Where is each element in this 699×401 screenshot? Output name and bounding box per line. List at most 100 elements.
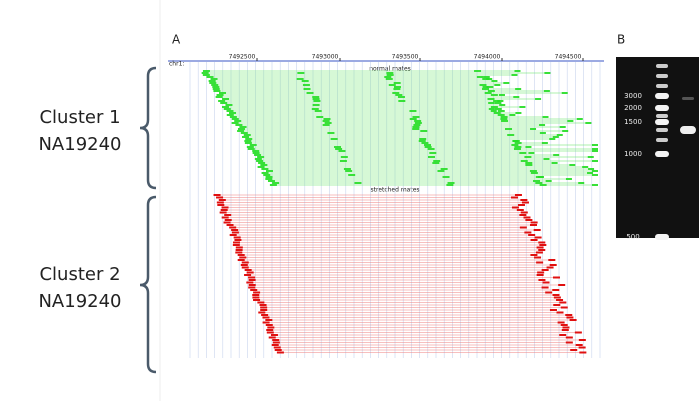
- read-end: [307, 92, 314, 94]
- read-end: [234, 239, 241, 241]
- read-end: [304, 88, 311, 90]
- read-end: [260, 304, 267, 306]
- read-end: [238, 254, 245, 256]
- read-end: [224, 108, 231, 110]
- read-end: [592, 170, 598, 172]
- read-end: [386, 78, 393, 80]
- read-end: [265, 178, 272, 180]
- read-end: [519, 106, 525, 108]
- read-end: [592, 184, 598, 186]
- read-end: [501, 120, 508, 122]
- read-end: [387, 74, 394, 76]
- read-end: [491, 110, 497, 112]
- tick-label: 7492500: [229, 54, 256, 61]
- tick-label: 7493000: [312, 54, 339, 61]
- read-end: [209, 80, 216, 82]
- read-end: [552, 162, 558, 164]
- read-end: [534, 229, 541, 231]
- read-end: [522, 202, 529, 204]
- read-end: [413, 124, 420, 126]
- read-end: [537, 274, 544, 276]
- read-end: [238, 259, 245, 261]
- read-end: [325, 122, 332, 124]
- read-end: [553, 294, 560, 296]
- tick-label: 7494000: [474, 54, 501, 61]
- read-end: [429, 152, 436, 154]
- read-end: [531, 239, 538, 241]
- read-end: [512, 207, 519, 209]
- read-end: [222, 207, 229, 209]
- read-end: [548, 259, 555, 261]
- read-end: [233, 244, 240, 246]
- read-end: [566, 342, 573, 344]
- read-end: [394, 86, 401, 88]
- read-end: [559, 302, 566, 304]
- read-end: [345, 170, 352, 172]
- read-end: [274, 347, 281, 349]
- read-end: [327, 132, 334, 134]
- read-end: [494, 102, 501, 104]
- cluster-name: Cluster 2: [39, 264, 120, 285]
- read-end: [216, 197, 223, 199]
- read-end: [517, 209, 524, 211]
- read-end: [446, 184, 453, 186]
- read-end: [530, 170, 537, 172]
- read-end: [236, 249, 243, 251]
- read-end: [272, 344, 279, 346]
- read-end: [553, 136, 559, 138]
- read-end: [515, 88, 521, 90]
- read-end: [245, 142, 252, 144]
- read-end: [409, 110, 416, 112]
- read-end: [535, 182, 542, 184]
- read-end: [477, 76, 484, 78]
- ladder-label: 500: [626, 233, 639, 241]
- read-end: [515, 194, 522, 196]
- read-end: [265, 319, 272, 321]
- read-end: [544, 90, 550, 92]
- sample-band: [680, 126, 696, 134]
- read-end: [428, 148, 435, 150]
- read-end: [441, 168, 448, 170]
- read-end: [384, 76, 391, 78]
- read-end: [258, 162, 265, 164]
- read-end: [443, 176, 450, 178]
- read-end: [312, 108, 319, 110]
- read-end: [525, 164, 532, 166]
- read-end: [542, 142, 548, 144]
- read-end: [415, 122, 422, 124]
- read-end: [540, 132, 546, 134]
- read-end: [530, 254, 537, 256]
- read-end: [270, 184, 277, 186]
- read-end: [579, 347, 586, 349]
- read-end: [425, 146, 432, 148]
- read-end: [219, 92, 226, 94]
- read-end: [212, 86, 219, 88]
- read-end: [531, 172, 538, 174]
- read-end: [269, 337, 276, 339]
- read-end: [561, 324, 568, 326]
- read-end: [520, 227, 527, 229]
- read-end: [354, 182, 361, 184]
- read-end: [560, 126, 566, 128]
- panel-label: A: [172, 33, 181, 47]
- read-end: [579, 352, 586, 354]
- read-end: [588, 156, 594, 158]
- read-end: [248, 148, 255, 150]
- read-end: [217, 204, 224, 206]
- read-end: [218, 100, 225, 102]
- read-end: [233, 242, 240, 244]
- read-end: [316, 116, 323, 118]
- ladder-band: [655, 151, 669, 157]
- read-end: [249, 279, 256, 281]
- read-end: [303, 84, 310, 86]
- read-end: [302, 80, 309, 82]
- read-end: [578, 182, 584, 184]
- read-end: [254, 154, 261, 156]
- read-end: [266, 170, 273, 172]
- read-end: [538, 279, 545, 281]
- read-end: [521, 212, 528, 214]
- read-end: [547, 267, 554, 269]
- ladder-band: [656, 114, 668, 118]
- read-end: [272, 182, 279, 184]
- read-end: [253, 292, 260, 294]
